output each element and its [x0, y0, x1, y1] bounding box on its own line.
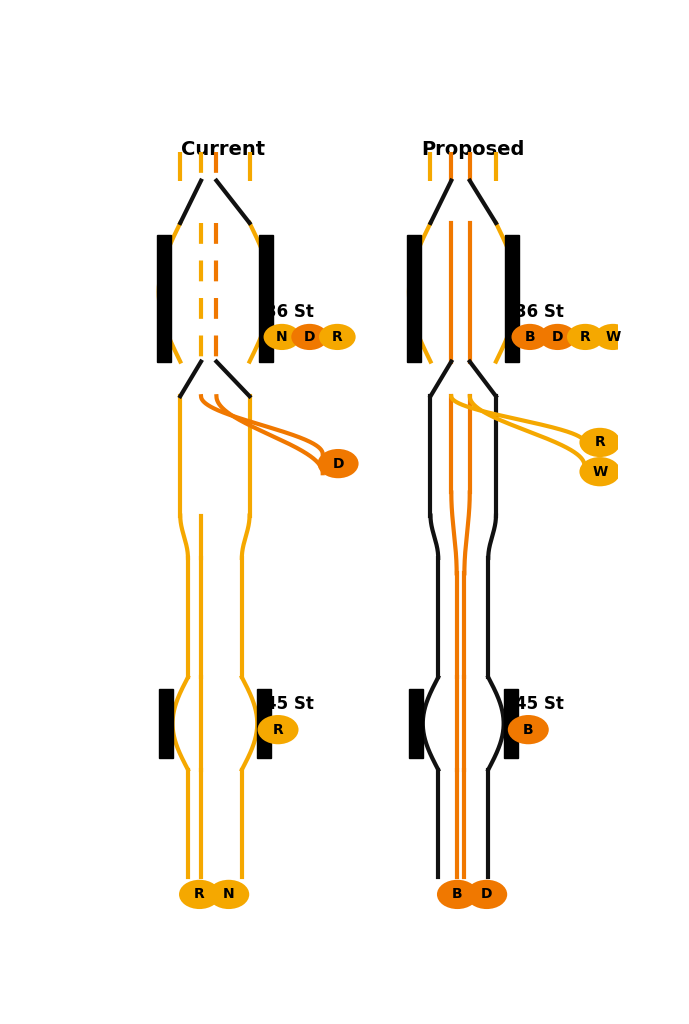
Text: N: N: [223, 888, 234, 901]
Ellipse shape: [567, 324, 604, 350]
FancyBboxPatch shape: [407, 234, 421, 361]
Ellipse shape: [179, 880, 220, 909]
Ellipse shape: [319, 324, 356, 350]
Text: R: R: [595, 435, 605, 450]
Text: W: W: [606, 330, 621, 344]
Text: Proposed: Proposed: [421, 140, 524, 159]
FancyBboxPatch shape: [409, 689, 423, 758]
Text: R: R: [194, 888, 205, 901]
Text: D: D: [552, 330, 564, 344]
Text: D: D: [304, 330, 316, 344]
Text: 45 St: 45 St: [265, 695, 313, 714]
Text: B: B: [452, 888, 463, 901]
Text: Current: Current: [181, 140, 265, 159]
Ellipse shape: [511, 324, 548, 350]
Ellipse shape: [258, 715, 298, 744]
Ellipse shape: [264, 324, 300, 350]
Text: 36 St: 36 St: [265, 302, 313, 321]
Text: 36 St: 36 St: [515, 302, 564, 321]
Text: D: D: [332, 457, 344, 471]
Text: R: R: [332, 330, 342, 344]
Text: B: B: [523, 723, 533, 736]
Ellipse shape: [508, 715, 548, 744]
Ellipse shape: [579, 428, 620, 457]
FancyBboxPatch shape: [157, 234, 171, 361]
Ellipse shape: [579, 457, 620, 486]
Ellipse shape: [437, 880, 478, 909]
FancyBboxPatch shape: [505, 234, 519, 361]
Text: B: B: [524, 330, 535, 344]
FancyBboxPatch shape: [259, 234, 273, 361]
Text: N: N: [276, 330, 288, 344]
Ellipse shape: [595, 324, 631, 350]
Text: 45 St: 45 St: [515, 695, 564, 714]
Text: W: W: [593, 465, 608, 478]
Ellipse shape: [208, 880, 249, 909]
FancyBboxPatch shape: [158, 689, 172, 758]
Ellipse shape: [466, 880, 507, 909]
FancyBboxPatch shape: [257, 689, 271, 758]
Text: R: R: [273, 723, 283, 736]
Ellipse shape: [318, 449, 358, 478]
Ellipse shape: [291, 324, 328, 350]
Text: D: D: [481, 888, 493, 901]
Text: R: R: [580, 330, 590, 344]
FancyBboxPatch shape: [504, 689, 517, 758]
Ellipse shape: [539, 324, 576, 350]
